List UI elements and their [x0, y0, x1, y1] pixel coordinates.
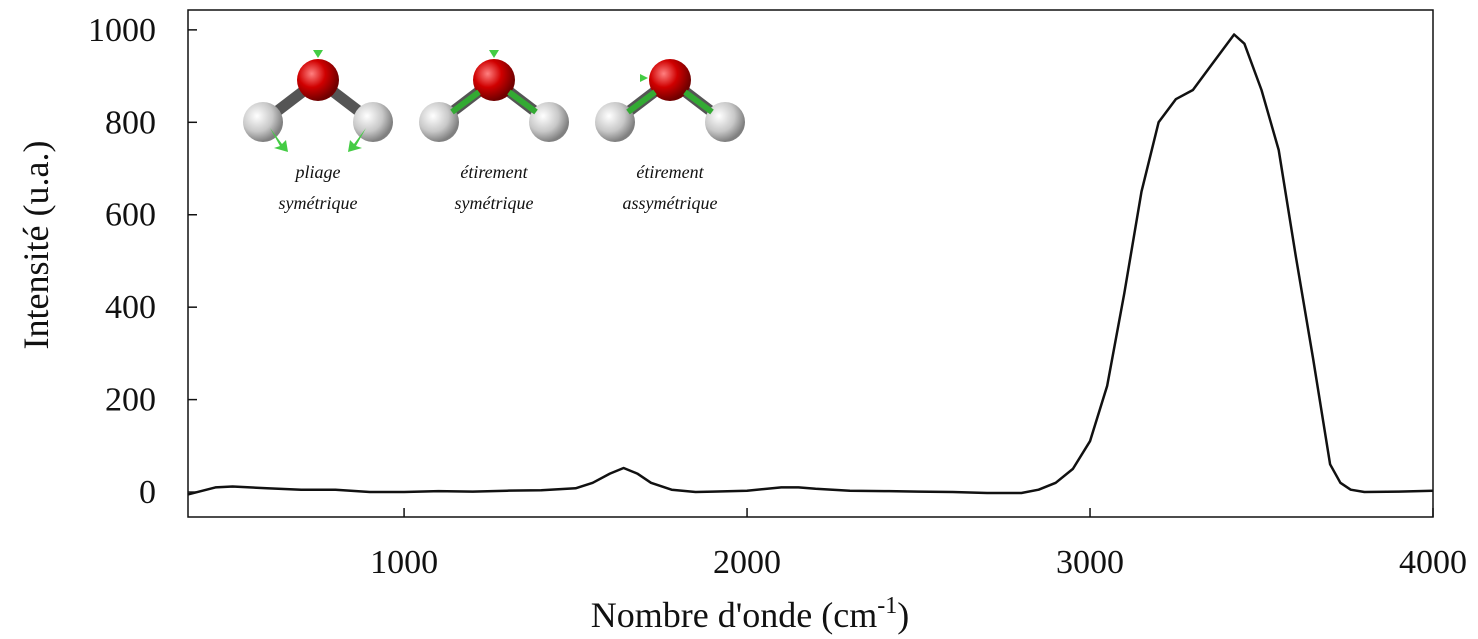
annotation: symétrique [455, 193, 534, 213]
x-tick-label: 3000 [1056, 544, 1124, 581]
spectrum-line [187, 33, 1434, 496]
y-tick-label: 400 [105, 289, 156, 326]
x-axis-title-part: ) [897, 595, 909, 635]
annotation: symétrique [279, 193, 358, 213]
y-tick-label: 0 [139, 474, 156, 511]
x-axis-title-part: -1 [877, 593, 897, 619]
x-tick-label: 2000 [713, 544, 781, 581]
annotation: étirement [460, 162, 528, 182]
annotation: assymétrique [623, 193, 718, 213]
x-axis-title: Nombre d'onde (cm-1) [591, 593, 909, 635]
y-tick-label: 200 [105, 382, 156, 419]
y-tick-label: 1000 [88, 12, 156, 49]
annotation: étirement [636, 162, 704, 182]
x-tick-label: 4000 [1399, 544, 1467, 581]
molecule-icons [243, 50, 745, 152]
annotation: pliage [294, 162, 341, 182]
y-tick-label: 800 [105, 104, 156, 141]
y-tick-label: 600 [105, 197, 156, 234]
x-tick-label: 1000 [370, 544, 438, 581]
plot-frame [187, 9, 1434, 518]
y-axis-title: Intensité (u.a.) [16, 141, 56, 350]
x-axis-title-part: Nombre d'onde (cm [591, 595, 877, 635]
